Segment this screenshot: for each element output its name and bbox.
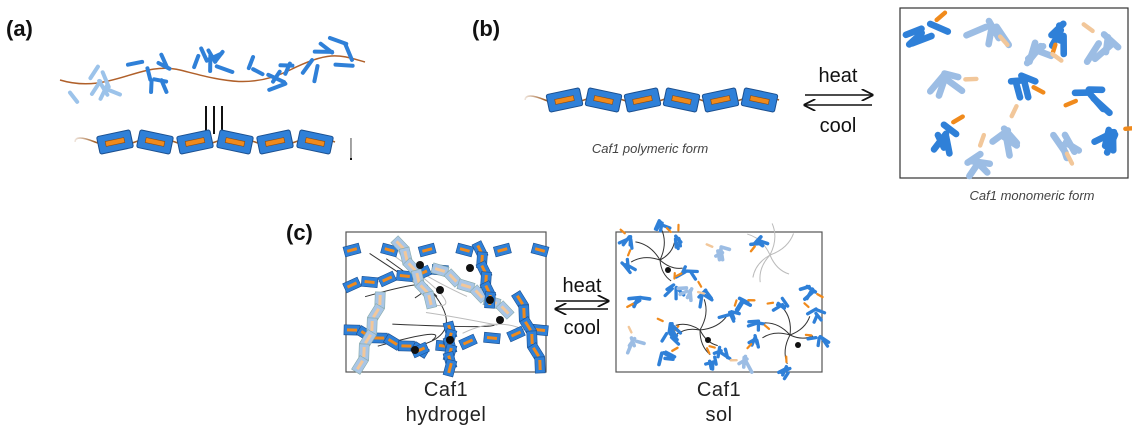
equilibrium-arrows bbox=[805, 95, 872, 105]
subunit bbox=[97, 130, 134, 155]
caption: sol bbox=[705, 404, 732, 426]
strand bbox=[756, 323, 764, 324]
strand bbox=[374, 336, 384, 339]
subunit bbox=[663, 88, 700, 113]
strand bbox=[718, 347, 720, 356]
node bbox=[665, 267, 671, 273]
arrow-label: cool bbox=[820, 115, 857, 137]
strand bbox=[128, 62, 142, 65]
panel-label: (a) bbox=[6, 16, 33, 41]
strand bbox=[347, 328, 357, 331]
strand bbox=[718, 251, 720, 260]
subunit bbox=[484, 332, 501, 343]
tail bbox=[1125, 128, 1132, 129]
strand bbox=[154, 79, 166, 81]
strand bbox=[201, 49, 207, 61]
subunit bbox=[297, 130, 334, 155]
fade bbox=[71, 126, 95, 158]
tail bbox=[709, 346, 714, 347]
strand bbox=[679, 239, 680, 246]
subunit bbox=[741, 88, 778, 113]
crosslink-node bbox=[466, 264, 474, 272]
strand bbox=[70, 93, 77, 102]
strand bbox=[732, 312, 734, 318]
strand bbox=[678, 288, 686, 289]
arrow-label: heat bbox=[819, 65, 858, 87]
panel-label: (b) bbox=[472, 16, 500, 41]
strand bbox=[665, 358, 673, 359]
strand bbox=[378, 295, 381, 305]
subunit bbox=[535, 357, 546, 373]
subunit bbox=[624, 88, 661, 113]
strand bbox=[778, 305, 785, 307]
caption: Caf1 bbox=[697, 379, 741, 401]
crosslink-node bbox=[411, 346, 419, 354]
fade bbox=[779, 84, 805, 116]
strand bbox=[1011, 80, 1025, 81]
subunit bbox=[702, 88, 739, 113]
subunit bbox=[137, 130, 174, 155]
crosslink-node bbox=[496, 316, 504, 324]
strand bbox=[335, 65, 352, 66]
strand bbox=[522, 308, 525, 318]
node bbox=[795, 342, 801, 348]
strand bbox=[253, 69, 262, 74]
strand bbox=[818, 338, 819, 346]
strand bbox=[330, 38, 346, 44]
arrow-label: heat bbox=[563, 275, 602, 297]
strand bbox=[755, 336, 757, 344]
strand bbox=[151, 81, 152, 92]
strand bbox=[147, 68, 150, 79]
strand bbox=[641, 298, 649, 299]
caption: Caf1 bbox=[424, 379, 468, 401]
strand bbox=[217, 66, 233, 72]
strand bbox=[800, 287, 809, 290]
polymer-chain bbox=[71, 126, 361, 158]
caption: Caf1 polymeric form bbox=[592, 141, 708, 156]
crosslink-node bbox=[416, 261, 424, 269]
node bbox=[705, 337, 711, 343]
arrow-label: cool bbox=[564, 317, 601, 339]
caption: Caf1 monomeric form bbox=[970, 188, 1095, 203]
subunit bbox=[361, 276, 378, 287]
fade bbox=[521, 84, 545, 116]
strand bbox=[1016, 84, 1020, 97]
strand bbox=[249, 57, 253, 68]
strand bbox=[946, 136, 949, 153]
subunit bbox=[177, 130, 214, 155]
strand bbox=[721, 247, 729, 249]
subunit bbox=[546, 88, 583, 113]
strand bbox=[362, 347, 365, 357]
protein-ribbon bbox=[60, 38, 365, 102]
strand bbox=[700, 296, 702, 307]
strand bbox=[538, 360, 541, 370]
strand bbox=[194, 56, 198, 67]
subunit bbox=[217, 130, 254, 155]
crosslink-node bbox=[436, 286, 444, 294]
crosslink-node bbox=[446, 336, 454, 344]
subunit bbox=[257, 130, 294, 155]
tail bbox=[698, 292, 704, 293]
figure: (a) (b) (c) heat cool Caf1 polymeric for… bbox=[0, 0, 1132, 428]
strand bbox=[808, 338, 816, 339]
strand bbox=[269, 84, 285, 90]
crosslink-node bbox=[486, 296, 494, 304]
strand bbox=[530, 334, 533, 344]
strand bbox=[370, 321, 373, 331]
strand bbox=[401, 344, 411, 347]
strand bbox=[629, 298, 640, 299]
fade bbox=[335, 126, 361, 158]
strand bbox=[314, 66, 317, 81]
equilibrium-arrows bbox=[556, 301, 608, 309]
panel-label: (c) bbox=[286, 220, 313, 245]
polymer-chain bbox=[521, 84, 805, 116]
tail bbox=[768, 303, 773, 304]
strand bbox=[90, 67, 97, 79]
subunit bbox=[585, 88, 622, 113]
caption: hydrogel bbox=[406, 404, 487, 426]
strand bbox=[637, 341, 644, 343]
